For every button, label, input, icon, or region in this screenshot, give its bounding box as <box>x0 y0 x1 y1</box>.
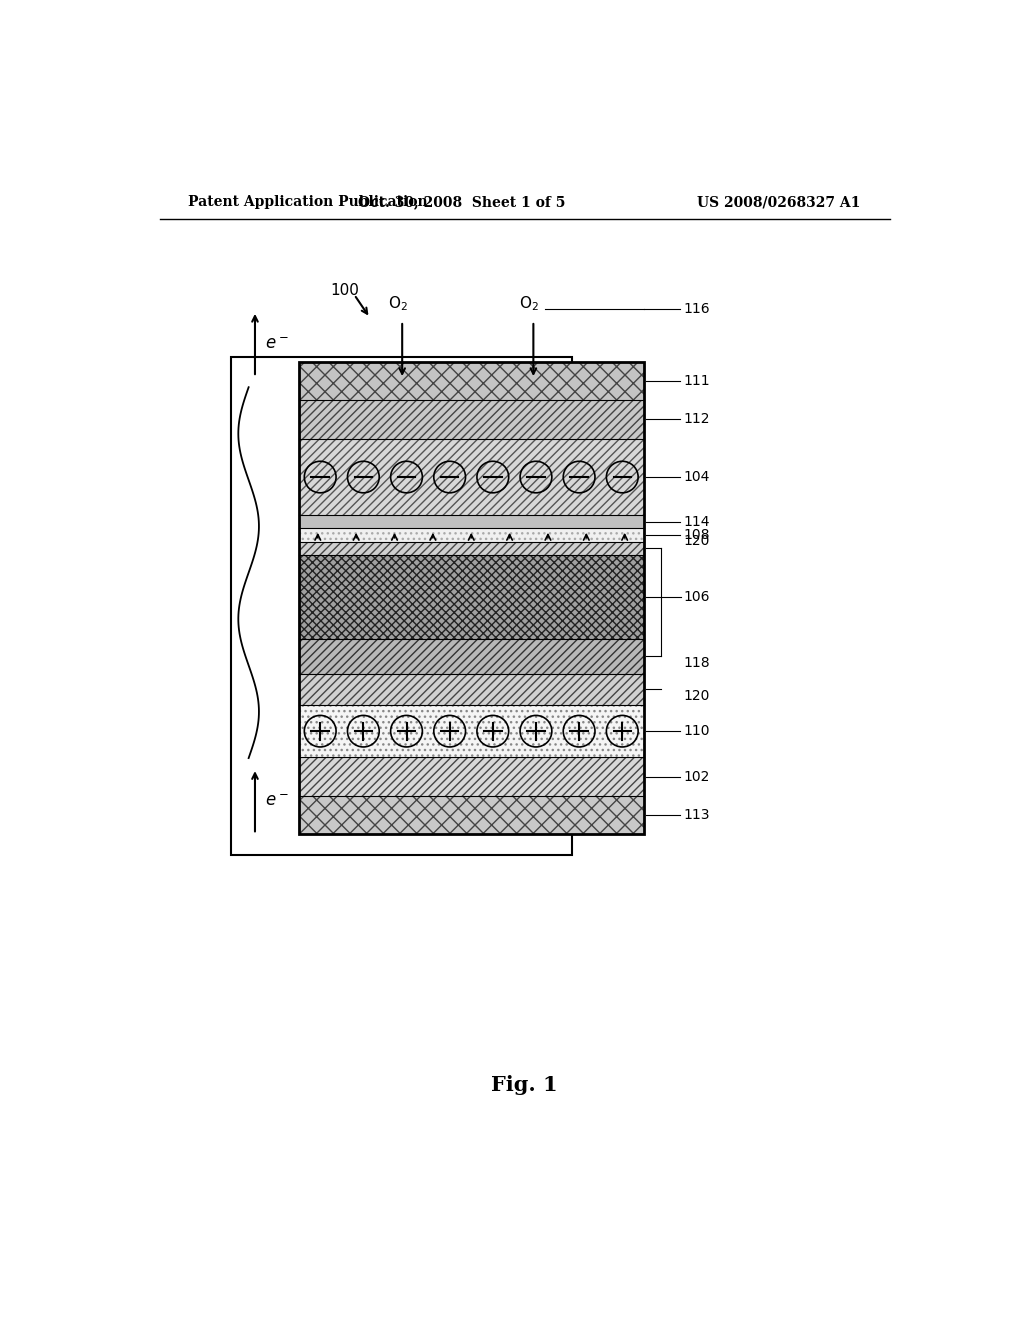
Bar <box>299 796 644 834</box>
Bar <box>299 516 644 528</box>
Text: O$_2$: O$_2$ <box>388 294 409 313</box>
Text: 100: 100 <box>331 282 359 298</box>
Bar <box>299 362 644 400</box>
Text: 116: 116 <box>684 302 711 315</box>
Text: 113: 113 <box>684 808 710 822</box>
Bar <box>299 705 644 758</box>
Text: 102: 102 <box>684 770 710 784</box>
Text: 104: 104 <box>684 470 710 484</box>
Bar <box>299 362 644 834</box>
Text: US 2008/0268327 A1: US 2008/0268327 A1 <box>697 195 860 209</box>
Text: $e^-$: $e^-$ <box>265 792 289 809</box>
Bar <box>299 438 644 516</box>
Bar <box>299 673 644 705</box>
Text: Oct. 30, 2008  Sheet 1 of 5: Oct. 30, 2008 Sheet 1 of 5 <box>357 195 565 209</box>
Bar <box>299 400 644 438</box>
Text: O$_2$: O$_2$ <box>519 294 540 313</box>
Text: 110: 110 <box>684 725 710 738</box>
Text: 120: 120 <box>684 689 710 704</box>
Bar <box>299 758 644 796</box>
Bar <box>231 356 572 854</box>
Text: 111: 111 <box>684 374 711 388</box>
Text: 106: 106 <box>684 590 710 603</box>
Text: 114: 114 <box>684 515 710 529</box>
Text: $e^-$: $e^-$ <box>265 334 289 352</box>
Text: Patent Application Publication: Patent Application Publication <box>187 195 427 209</box>
Bar <box>299 554 644 639</box>
Bar <box>299 543 644 554</box>
Bar <box>299 639 644 673</box>
Bar <box>299 528 644 543</box>
Text: 108: 108 <box>684 528 710 543</box>
Text: 112: 112 <box>684 412 710 426</box>
Text: Fig. 1: Fig. 1 <box>492 1076 558 1096</box>
Text: 118: 118 <box>684 656 711 671</box>
Text: 120: 120 <box>684 535 710 548</box>
